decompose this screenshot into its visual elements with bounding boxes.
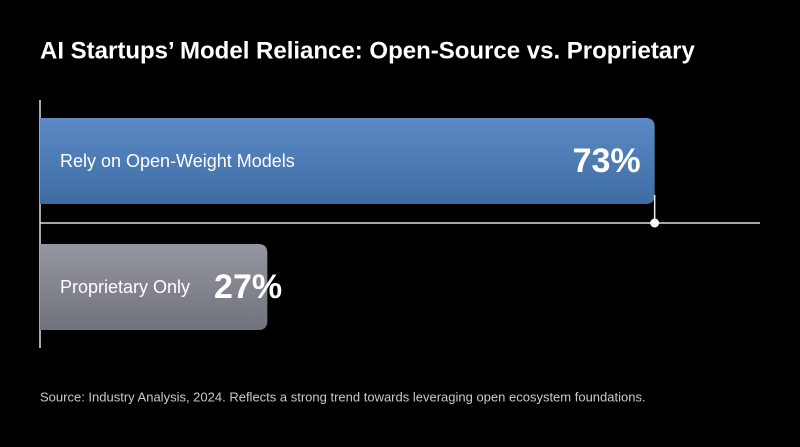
value-label: 73% [573,142,641,180]
source-note: Source: Industry Analysis, 2024. Reflect… [40,389,646,404]
marker-dot [650,218,660,228]
bar [40,118,655,204]
value-label: 27% [214,268,282,306]
bar [40,244,268,330]
category-label: Proprietary Only [60,277,190,297]
category-label: Rely on Open-Weight Models [60,151,295,171]
chart-title: AI Startups’ Model Reliance: Open-Source… [40,37,695,64]
